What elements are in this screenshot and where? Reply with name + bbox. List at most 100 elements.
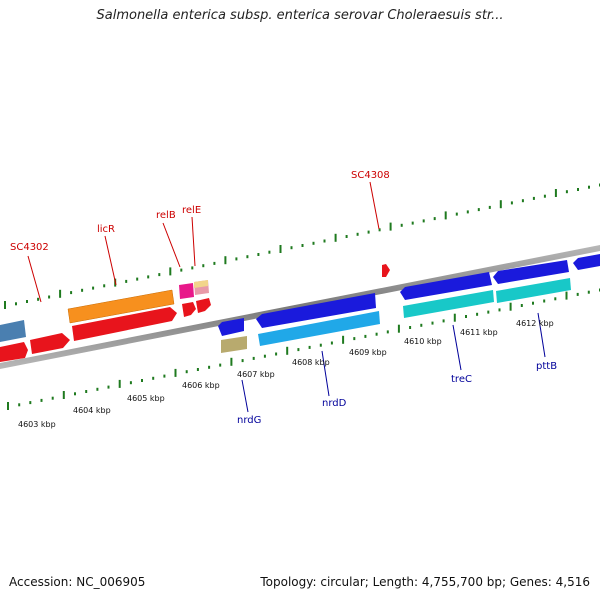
- minor-tick: [163, 374, 166, 378]
- tick-label: 4603 kbp: [18, 420, 56, 429]
- minor-tick: [81, 288, 84, 292]
- minor-tick: [180, 268, 183, 272]
- minor-tick: [476, 312, 479, 316]
- minor-tick: [356, 232, 359, 236]
- minor-tick: [51, 396, 54, 400]
- minor-tick: [378, 228, 381, 232]
- gene-label-trec: treC: [451, 374, 472, 385]
- gene-relb: [179, 283, 194, 299]
- minor-tick: [275, 352, 278, 356]
- gene-trec: [403, 290, 494, 318]
- minor-tick: [213, 261, 216, 265]
- minor-tick: [455, 212, 458, 216]
- gene-pttb: [496, 278, 571, 303]
- minor-tick: [532, 196, 535, 200]
- minor-tick: [431, 321, 434, 325]
- gene-arrow: [30, 333, 70, 354]
- tick-label: 4609 kbp: [349, 348, 387, 357]
- minor-tick: [442, 319, 445, 323]
- tick-label: 4607 kbp: [237, 370, 275, 379]
- minor-tick: [323, 239, 326, 243]
- minor-tick: [466, 210, 469, 214]
- major-tick: [62, 391, 65, 399]
- minor-tick: [96, 387, 99, 391]
- tick-label: 4605 kbp: [127, 394, 165, 403]
- major-tick: [499, 200, 502, 209]
- gene-nrdg: [221, 336, 247, 353]
- gene-rele-top: [194, 280, 208, 288]
- reverse-genes: [218, 254, 600, 353]
- major-tick: [509, 302, 512, 311]
- tick-label: 4604 kbp: [73, 406, 111, 415]
- tick-label: 4606 kbp: [182, 381, 220, 390]
- gene-licr: [67, 289, 175, 324]
- minor-tick: [29, 401, 32, 405]
- minor-tick: [92, 286, 95, 290]
- lower-gene-labels: nrdG nrdD treC pttB: [237, 361, 557, 426]
- minor-tick: [141, 379, 143, 382]
- minor-tick: [587, 290, 590, 294]
- minor-tick: [498, 308, 501, 312]
- gene-label-nrdd: nrdD: [322, 398, 347, 409]
- accession-label: Accession: NC_006905: [9, 575, 146, 589]
- gene-sc4308: [382, 264, 390, 277]
- minor-tick: [103, 284, 106, 288]
- major-tick: [565, 291, 568, 300]
- major-tick: [554, 189, 557, 197]
- minor-tick: [48, 295, 51, 299]
- major-tick: [286, 346, 289, 355]
- minor-tick: [554, 297, 557, 301]
- major-tick: [389, 222, 392, 231]
- minor-tick: [147, 275, 150, 279]
- major-tick: [224, 256, 227, 265]
- minor-tick: [297, 348, 300, 352]
- major-tick: [444, 211, 447, 220]
- minor-tick: [241, 359, 244, 363]
- minor-tick: [191, 266, 194, 270]
- minor-tick: [353, 337, 356, 341]
- gene-label-nrdg: nrdG: [237, 415, 261, 426]
- minor-tick: [312, 241, 315, 245]
- gene-label-licr: licR: [97, 224, 115, 235]
- gene-sc4302-block: [0, 320, 26, 342]
- major-tick: [230, 357, 233, 366]
- genome-summary: Topology: circular; Length: 4,755,700 bp…: [260, 575, 590, 589]
- minor-tick: [420, 323, 423, 327]
- minor-tick: [588, 185, 590, 189]
- minor-tick: [246, 255, 249, 259]
- minor-tick: [433, 217, 436, 221]
- minor-tick: [107, 385, 110, 389]
- gene-label-rele: relE: [182, 205, 201, 216]
- minor-tick: [185, 370, 188, 374]
- minor-tick: [543, 194, 546, 198]
- minor-tick: [487, 310, 490, 314]
- minor-tick: [386, 330, 389, 334]
- major-tick: [279, 245, 282, 253]
- tick-label: 4608 kbp: [292, 358, 330, 367]
- minor-tick: [301, 244, 304, 247]
- minor-tick: [565, 190, 568, 194]
- minor-tick: [488, 205, 491, 209]
- major-tick: [453, 313, 456, 322]
- minor-tick: [37, 297, 40, 301]
- minor-tick: [263, 354, 266, 358]
- gene-label-pttb: pttB: [536, 361, 557, 372]
- minor-tick: [129, 381, 132, 385]
- minor-tick: [40, 398, 43, 402]
- major-tick: [118, 379, 121, 388]
- minor-tick: [520, 304, 523, 307]
- minor-tick: [290, 246, 293, 250]
- minor-tick: [257, 253, 260, 256]
- major-tick: [342, 335, 345, 344]
- upper-leader-lines: [27, 181, 380, 303]
- minor-tick: [577, 188, 579, 191]
- minor-tick: [26, 300, 28, 303]
- major-tick: [397, 324, 400, 333]
- lower-leader-lines: [241, 312, 546, 413]
- minor-tick: [85, 390, 88, 393]
- minor-tick: [364, 334, 367, 338]
- minor-tick: [252, 356, 255, 360]
- gene-arrow: [0, 342, 28, 362]
- forward-genes: [0, 264, 390, 362]
